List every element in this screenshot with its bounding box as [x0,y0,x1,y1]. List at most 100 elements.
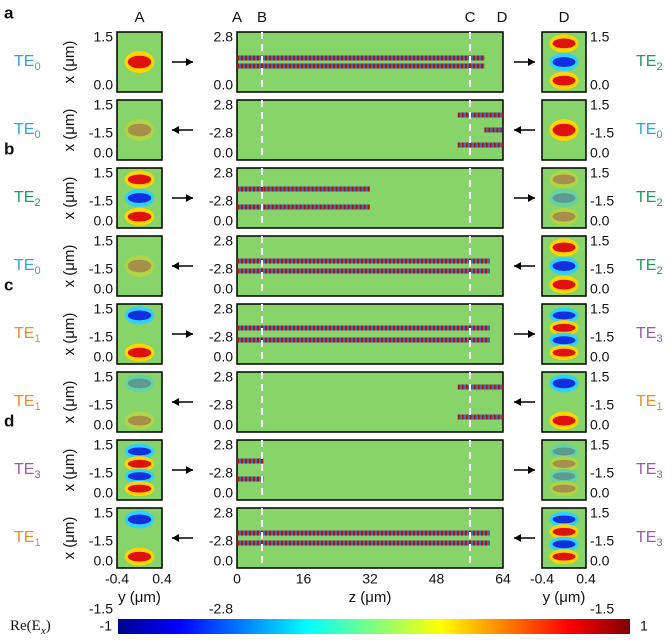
right-y-tick-label: 0.0 [590,77,610,93]
right-mode-label-text: TE [636,325,656,342]
lobe-core [127,193,152,203]
right-mode-label-subscript: 3 [656,537,662,549]
colorbar-label-suffix: ) [46,618,51,634]
left-y-tick-label: -1.5 [89,601,113,617]
middle-y-tick-label: 0.0 [214,485,234,501]
mode-profile [549,374,579,430]
lobe-core [552,75,576,86]
right-mode-label-text: TE [636,189,656,206]
left-mode-label: TE0 [14,121,41,141]
right-mode-label-text: TE [636,53,656,70]
arrow-head [528,58,535,66]
lobe-core [127,55,152,69]
right-y-tick-label: 1.5 [590,165,610,181]
arrow-head [186,58,193,66]
lobe-core [552,123,576,137]
lobe-core [552,323,576,332]
arrow-head [172,398,179,406]
lobe-core [552,348,576,357]
right-y-tick-label: 0.0 [590,349,610,365]
x-axis-label: z (μm) [349,589,392,606]
lobe-core [552,552,576,561]
left-mode-label-text: TE [14,53,34,70]
lobe-core [552,447,576,456]
left-y-tick-label: -1.5 [89,125,113,141]
right-mode-label: TE2 [636,257,663,277]
mode-profile [124,170,155,226]
lobe [549,468,579,484]
right-y-tick-label: 1.5 [590,29,610,45]
left-y-tick-label: -1.5 [89,261,113,277]
y-axis-label: x (μm) [61,177,78,220]
arrow-head [528,466,535,474]
lobe [124,255,155,277]
left-y-tick-label: 0.0 [94,77,114,93]
middle-panel [236,31,504,93]
left-y-tick-label: 0.0 [94,553,114,569]
right-y-tick-label: 0.0 [590,213,610,229]
lobe [124,119,155,141]
middle-panel [236,167,504,229]
right-y-tick-label: -1.5 [590,329,614,345]
y-axis-label: x (μm) [61,41,78,84]
lobe-core [127,378,152,389]
top-label: A [134,9,144,26]
lobe-core [552,515,576,524]
right-y-tick-label: 1.5 [590,233,610,249]
left-mode-label-text: TE [14,461,34,478]
left-y-tick-label: 0.0 [94,417,114,433]
arrow-head [514,534,521,542]
top-label: D [497,9,508,26]
middle-panel [236,371,504,433]
right-y-tick-label: 1.5 [590,369,610,385]
lobe [549,443,579,460]
lobe [549,456,579,472]
right-y-tick-label: 1.5 [590,505,610,521]
right-mode-label-text: TE [636,257,656,274]
arrow-head [514,398,521,406]
right-mode-label-subscript: 3 [656,333,662,345]
right-mode-label: TE3 [636,529,663,549]
middle-y-tick-label: 2.8 [214,233,234,249]
lobe [124,374,155,393]
left-mode-label: TE0 [14,53,41,73]
left-y-tick-label: 0.0 [94,145,114,161]
lobe-core [127,472,152,481]
colorbar-label-text: Re(E [10,618,41,634]
top-label: B [257,9,267,26]
left-y-tick-label: 0.0 [94,485,114,501]
left-panel [116,99,163,161]
x-tick-label: 0.4 [152,571,172,587]
left-mode-label-subscript: 0 [34,265,40,277]
right-mode-label: TE2 [636,189,663,209]
y-axis-label: x (μm) [61,109,78,152]
right-y-tick-label: 0.0 [590,145,610,161]
lobe-core [552,57,576,67]
right-mode-label: TE0 [636,121,663,141]
lobe-core [127,551,152,562]
right-mode-label-text: TE [636,393,656,410]
right-y-tick-label: -1.5 [590,125,614,141]
right-y-tick-label: 0.0 [590,281,610,297]
left-mode-label-subscript: 3 [34,469,40,481]
left-y-tick-label: 1.5 [94,369,114,385]
right-y-tick-label: 1.5 [590,97,610,113]
left-mode-label: TE0 [14,257,41,277]
x-tick-label: 0 [233,571,241,587]
left-y-tick-label: 1.5 [94,301,114,317]
lobe-core [127,447,152,456]
panel-letter: c [4,275,13,294]
mode-profile [124,255,155,277]
left-y-tick-label: 0.0 [94,281,114,297]
mode-profile [549,119,579,141]
arrow-head [528,194,535,202]
middle-panel [236,507,504,569]
x-tick-label: -0.4 [530,571,554,587]
lobe-core [552,279,576,290]
y-axis-label: x (μm) [61,449,78,492]
right-mode-label-subscript: 2 [656,197,662,209]
x-tick-label: 16 [296,571,312,587]
right-mode-label: TE1 [636,393,663,413]
right-mode-label-text: TE [636,121,656,138]
lobe-core [552,211,576,222]
